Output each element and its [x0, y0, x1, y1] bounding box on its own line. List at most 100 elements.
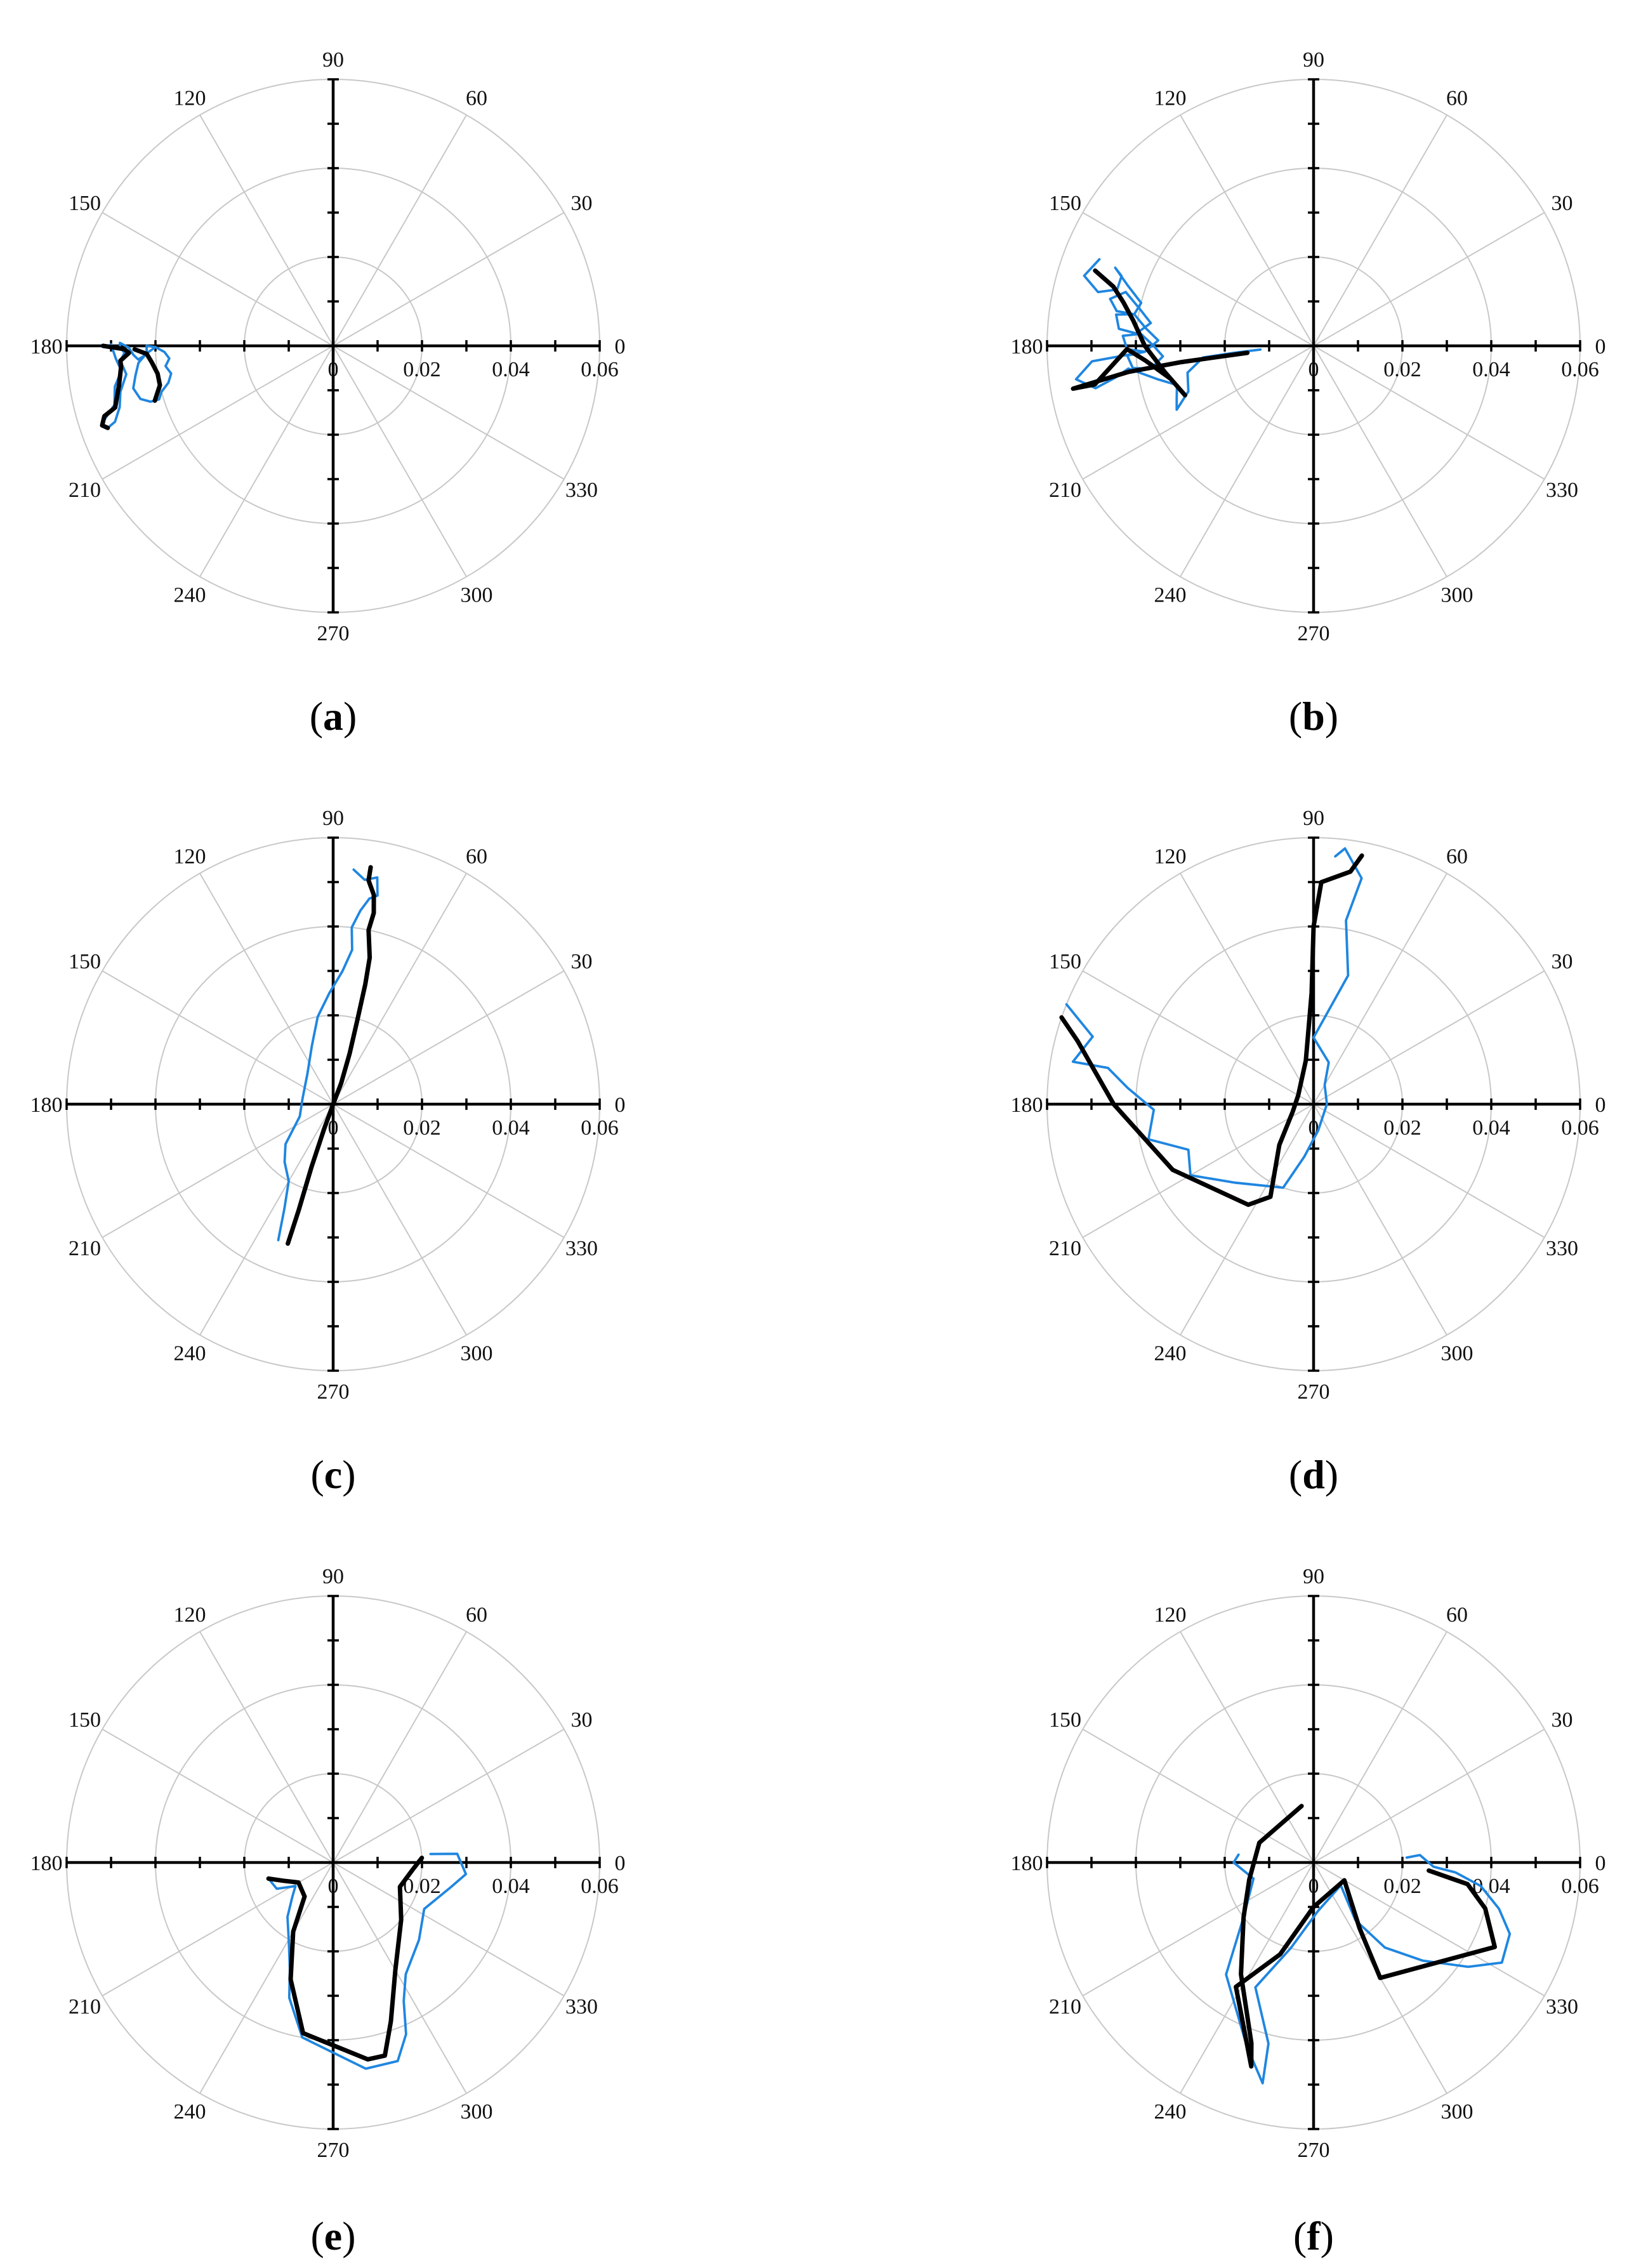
angle-tick-label: 120	[1154, 845, 1187, 869]
radial-tick-label: 0	[328, 358, 339, 381]
trajectory-black-line	[100, 343, 131, 430]
angle-tick-label: 300	[461, 2100, 493, 2123]
grid-spoke	[1313, 970, 1545, 1105]
radial-tick-label: 0.02	[403, 1875, 441, 1898]
grid-spoke	[199, 114, 334, 346]
angle-tick-label: 0	[615, 1093, 626, 1117]
polar-panel-a: 0 30 60 90 120 150 180 210 240 270 300 330 0 0.02 0.04…	[30, 48, 626, 739]
angle-tick-label: 240	[174, 2100, 206, 2123]
angle-tick-label: 240	[1154, 583, 1187, 607]
angle-tick-label: 150	[69, 1708, 101, 1732]
grid-spoke	[333, 1631, 467, 1863]
angle-tick-label: 90	[322, 48, 344, 72]
radial-tick-label: 0.04	[1472, 1875, 1510, 1898]
grid-spoke	[1082, 1104, 1314, 1238]
angle-tick-label: 150	[1049, 1708, 1081, 1732]
angle-tick-label: 270	[317, 622, 350, 645]
radial-tick-label: 0.06	[1561, 1875, 1599, 1898]
angle-tick-label: 30	[570, 1708, 592, 1732]
grid-spoke	[102, 1862, 334, 1996]
grid-spoke	[1313, 1862, 1545, 1996]
radial-tick-label: 0.04	[492, 358, 530, 381]
panel-caption: (a)	[310, 694, 357, 739]
angle-tick-label: 270	[1298, 2139, 1330, 2162]
grid-spoke	[1313, 873, 1447, 1105]
grid-spoke	[1180, 1104, 1314, 1336]
grid-spoke	[1313, 345, 1447, 577]
angle-tick-label: 0	[615, 335, 626, 359]
radial-tick-label: 0.02	[1383, 358, 1421, 381]
angle-tick-label: 330	[565, 1237, 598, 1260]
grid-spoke	[333, 1104, 565, 1238]
angle-tick-label: 270	[1298, 1380, 1330, 1404]
angle-tick-label: 270	[317, 2139, 350, 2162]
radial-tick-label: 0.04	[492, 1875, 530, 1898]
grid-spoke	[333, 212, 565, 346]
angle-tick-label: 0	[1595, 1093, 1606, 1117]
angle-tick-label: 240	[1154, 2100, 1187, 2123]
angle-tick-label: 60	[1446, 1604, 1468, 1627]
grid-spoke	[199, 1631, 334, 1863]
angle-tick-label: 270	[317, 1380, 350, 1404]
trajectory-blue-line	[1074, 258, 1262, 411]
angle-tick-label: 330	[1546, 1237, 1578, 1260]
trajectory-blue-line	[277, 868, 379, 1242]
polar-axes	[65, 78, 601, 614]
radial-tick-label: 0.06	[581, 1875, 619, 1898]
radial-tick-label: 0	[1309, 1116, 1319, 1140]
radial-tick-label: 0	[328, 1875, 339, 1898]
radial-tick-label: 0.06	[1561, 358, 1599, 381]
angle-tick-label: 270	[1298, 622, 1330, 645]
grid-spoke	[199, 1104, 334, 1336]
grid-spoke	[102, 212, 334, 346]
grid-spoke	[1082, 970, 1314, 1105]
radial-tick-label: 0.02	[403, 1116, 441, 1140]
polar-panel-c: 0 30 60 90 120 150 180 210 240 270 300 330 0 0.02 0.04…	[30, 807, 626, 1497]
angle-tick-label: 30	[570, 950, 592, 973]
angle-tick-label: 0	[615, 1852, 626, 1875]
grid-spoke	[1313, 114, 1447, 346]
angle-tick-label: 60	[1446, 845, 1468, 869]
radial-tick-label: 0.04	[492, 1116, 530, 1140]
grid-spoke	[333, 1862, 565, 1996]
grid-spoke	[102, 345, 334, 480]
radial-tick-label: 0.02	[1383, 1116, 1421, 1140]
grid-spoke	[1180, 1631, 1314, 1863]
radial-tick-label: 0.04	[1472, 358, 1510, 381]
grid-spoke	[333, 1104, 467, 1336]
angle-tick-label: 180	[1011, 335, 1043, 359]
radial-tick-label: 0.04	[1472, 1116, 1510, 1140]
angle-tick-label: 180	[30, 1093, 63, 1117]
angle-tick-label: 300	[461, 583, 493, 607]
angle-tick-label: 120	[1154, 1604, 1187, 1627]
grid-spoke	[199, 873, 334, 1105]
angle-tick-label: 60	[466, 1604, 487, 1627]
angle-tick-label: 180	[30, 335, 63, 359]
angle-tick-label: 60	[466, 87, 487, 110]
grid-spoke	[1313, 212, 1545, 346]
angle-tick-label: 150	[1049, 950, 1081, 973]
grid-spoke	[333, 1729, 565, 1863]
angle-tick-label: 90	[1303, 48, 1324, 72]
angle-tick-label: 0	[1595, 1852, 1606, 1875]
angle-tick-label: 150	[69, 192, 101, 215]
angle-tick-label: 90	[1303, 1565, 1324, 1588]
angle-tick-label: 240	[174, 1342, 206, 1365]
angle-tick-label: 300	[1441, 1342, 1473, 1365]
angle-tick-label: 60	[1446, 87, 1468, 110]
angle-tick-label: 30	[1551, 1708, 1572, 1732]
grid-spoke	[1313, 1729, 1545, 1863]
polar-axes	[1046, 1595, 1581, 2130]
grid-spoke	[1313, 1104, 1447, 1336]
trajectory-blue-line	[267, 1852, 468, 2070]
grid-spoke	[333, 970, 565, 1105]
angle-tick-label: 210	[69, 478, 101, 502]
trajectory-blue-line	[1065, 847, 1363, 1189]
grid-spoke	[199, 345, 334, 577]
angle-tick-label: 210	[1049, 1237, 1081, 1260]
angle-tick-label: 30	[1551, 950, 1572, 973]
grid-spoke	[1180, 345, 1314, 577]
angle-tick-label: 210	[1049, 1995, 1081, 2019]
angle-tick-label: 210	[1049, 478, 1081, 502]
